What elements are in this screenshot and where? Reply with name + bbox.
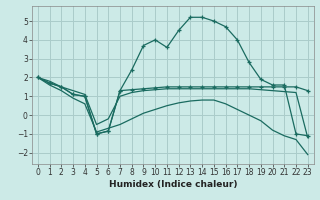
X-axis label: Humidex (Indice chaleur): Humidex (Indice chaleur)	[108, 180, 237, 189]
